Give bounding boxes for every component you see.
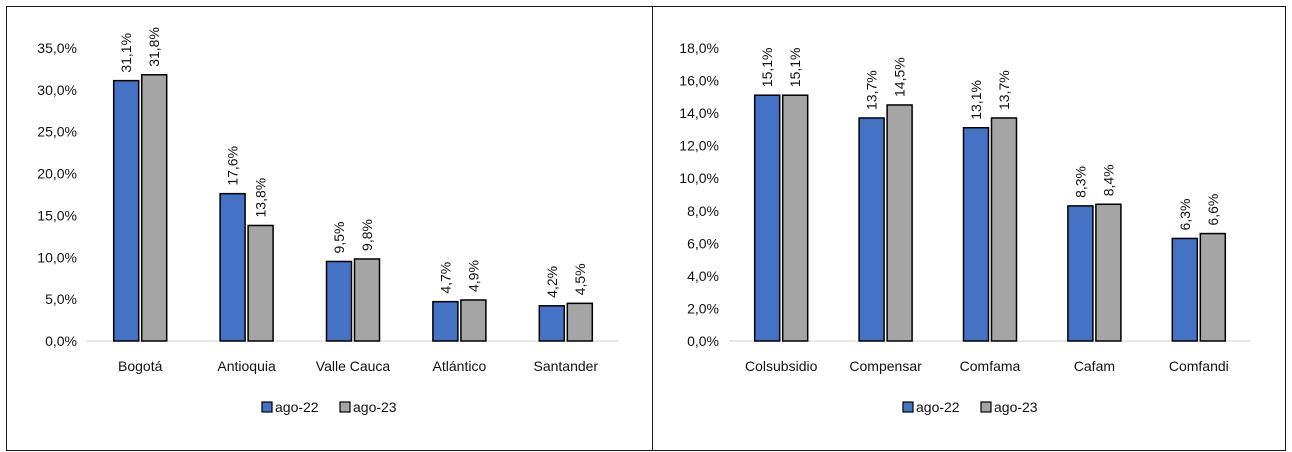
data-label: 8,3% bbox=[1072, 166, 1088, 198]
bar-ago-22-2 bbox=[962, 127, 990, 342]
chart-panel-departments: 0,0% 5,0% 10,0% 15,0% 20,0% 25,0% 30,0% 35,0% 31… bbox=[6, 6, 653, 451]
y-tick-label: 8,0% bbox=[687, 203, 719, 219]
legend-swatch-ago-22 bbox=[261, 401, 273, 413]
bar-ago-23-3 bbox=[1095, 203, 1122, 342]
data-label: 15,1% bbox=[759, 48, 775, 88]
data-label: 4,7% bbox=[437, 262, 453, 294]
y-tick-label: 25,0% bbox=[37, 124, 77, 140]
data-label: 9,8% bbox=[359, 219, 375, 251]
x-category-label: Bogotá bbox=[118, 358, 163, 374]
y-tick-label: 10,0% bbox=[37, 249, 77, 265]
y-tick-label: 4,0% bbox=[687, 268, 719, 284]
bar-ago-23-3 bbox=[460, 299, 487, 342]
y-tick-label: 10,0% bbox=[679, 170, 719, 186]
bar-ago-22-1 bbox=[219, 192, 246, 342]
y-tick-label: 30,0% bbox=[37, 82, 77, 98]
bar-ago-22-3 bbox=[1067, 205, 1094, 342]
data-label: 17,6% bbox=[225, 146, 241, 186]
data-label: 13,8% bbox=[253, 178, 269, 218]
bar-ago-23-2 bbox=[990, 117, 1018, 342]
y-tick-label: 0,0% bbox=[687, 333, 719, 349]
bar-ago-23-4 bbox=[566, 302, 594, 342]
y-tick-label: 14,0% bbox=[679, 105, 719, 121]
bar-ago-23-4 bbox=[1199, 232, 1227, 342]
x-category-label: Colsubsidio bbox=[745, 358, 818, 374]
bar-ago-22-4 bbox=[538, 305, 566, 342]
legend-label-ago-22: ago-22 bbox=[916, 399, 960, 415]
y-tick-label: 2,0% bbox=[687, 300, 719, 316]
x-category-label: Compensar bbox=[849, 358, 922, 374]
x-category-label: Santander bbox=[533, 358, 598, 374]
data-label: 14,5% bbox=[892, 57, 908, 97]
bar-ago-22-4 bbox=[1171, 237, 1199, 342]
bar-ago-23-0 bbox=[781, 94, 809, 342]
y-tick-label: 12,0% bbox=[679, 138, 719, 154]
bar-ago-23-1 bbox=[886, 104, 913, 342]
legend-label-ago-22: ago-22 bbox=[275, 399, 319, 415]
bar-ago-22-3 bbox=[432, 300, 459, 342]
data-label: 8,4% bbox=[1100, 164, 1116, 196]
bar-ago-22-1 bbox=[858, 117, 885, 342]
legend-swatch-ago-23 bbox=[339, 401, 351, 413]
x-category-label: Comfandi bbox=[1169, 358, 1229, 374]
bar-ago-23-2 bbox=[353, 258, 381, 342]
bar-ago-22-2 bbox=[325, 260, 353, 342]
x-category-label: Atlántico bbox=[433, 358, 487, 374]
data-label: 31,8% bbox=[146, 27, 162, 67]
data-label: 4,2% bbox=[544, 266, 560, 298]
bar-ago-23-1 bbox=[247, 224, 274, 342]
y-tick-label: 35,0% bbox=[37, 40, 77, 56]
data-label: 4,9% bbox=[465, 260, 481, 292]
y-tick-label: 0,0% bbox=[45, 333, 77, 349]
legend-label-ago-23: ago-23 bbox=[353, 399, 397, 415]
data-label: 13,7% bbox=[996, 70, 1012, 110]
data-label: 6,3% bbox=[1177, 199, 1193, 231]
data-label: 4,5% bbox=[572, 263, 588, 295]
data-label: 31,1% bbox=[118, 33, 134, 73]
y-tick-label: 18,0% bbox=[679, 40, 719, 56]
x-category-label: Antioquia bbox=[217, 358, 276, 374]
x-category-label: Comfama bbox=[960, 358, 1021, 374]
x-category-label: Valle Cauca bbox=[316, 358, 391, 374]
y-tick-label: 5,0% bbox=[45, 291, 77, 307]
y-tick-label: 15,0% bbox=[37, 207, 77, 223]
data-label: 6,6% bbox=[1205, 194, 1221, 226]
legend-swatch-ago-22 bbox=[902, 401, 914, 413]
chart-panel-cajas: 0,0% 2,0% 4,0% 6,0% 8,0% 10,0% 12,0% 14,0% 16,0%… bbox=[652, 6, 1286, 451]
bar-ago-22-0 bbox=[112, 79, 140, 342]
bar-chart-departments: 0,0% 5,0% 10,0% 15,0% 20,0% 25,0% 30,0% 35,0% 31… bbox=[37, 27, 619, 415]
x-category-label: Cafam bbox=[1074, 358, 1115, 374]
data-label: 13,7% bbox=[864, 70, 880, 110]
y-tick-label: 20,0% bbox=[37, 166, 77, 182]
data-label: 13,1% bbox=[968, 80, 984, 120]
y-tick-label: 6,0% bbox=[687, 235, 719, 251]
y-tick-label: 16,0% bbox=[679, 73, 719, 89]
data-label: 9,5% bbox=[331, 222, 347, 254]
legend-label-ago-23: ago-23 bbox=[994, 399, 1038, 415]
data-label: 15,1% bbox=[787, 48, 803, 88]
bar-ago-22-0 bbox=[753, 94, 781, 342]
legend-swatch-ago-23 bbox=[980, 401, 992, 413]
bar-ago-23-0 bbox=[140, 74, 168, 342]
bar-chart-cajas: 0,0% 2,0% 4,0% 6,0% 8,0% 10,0% 12,0% 14,0% 16,0%… bbox=[679, 40, 1251, 415]
